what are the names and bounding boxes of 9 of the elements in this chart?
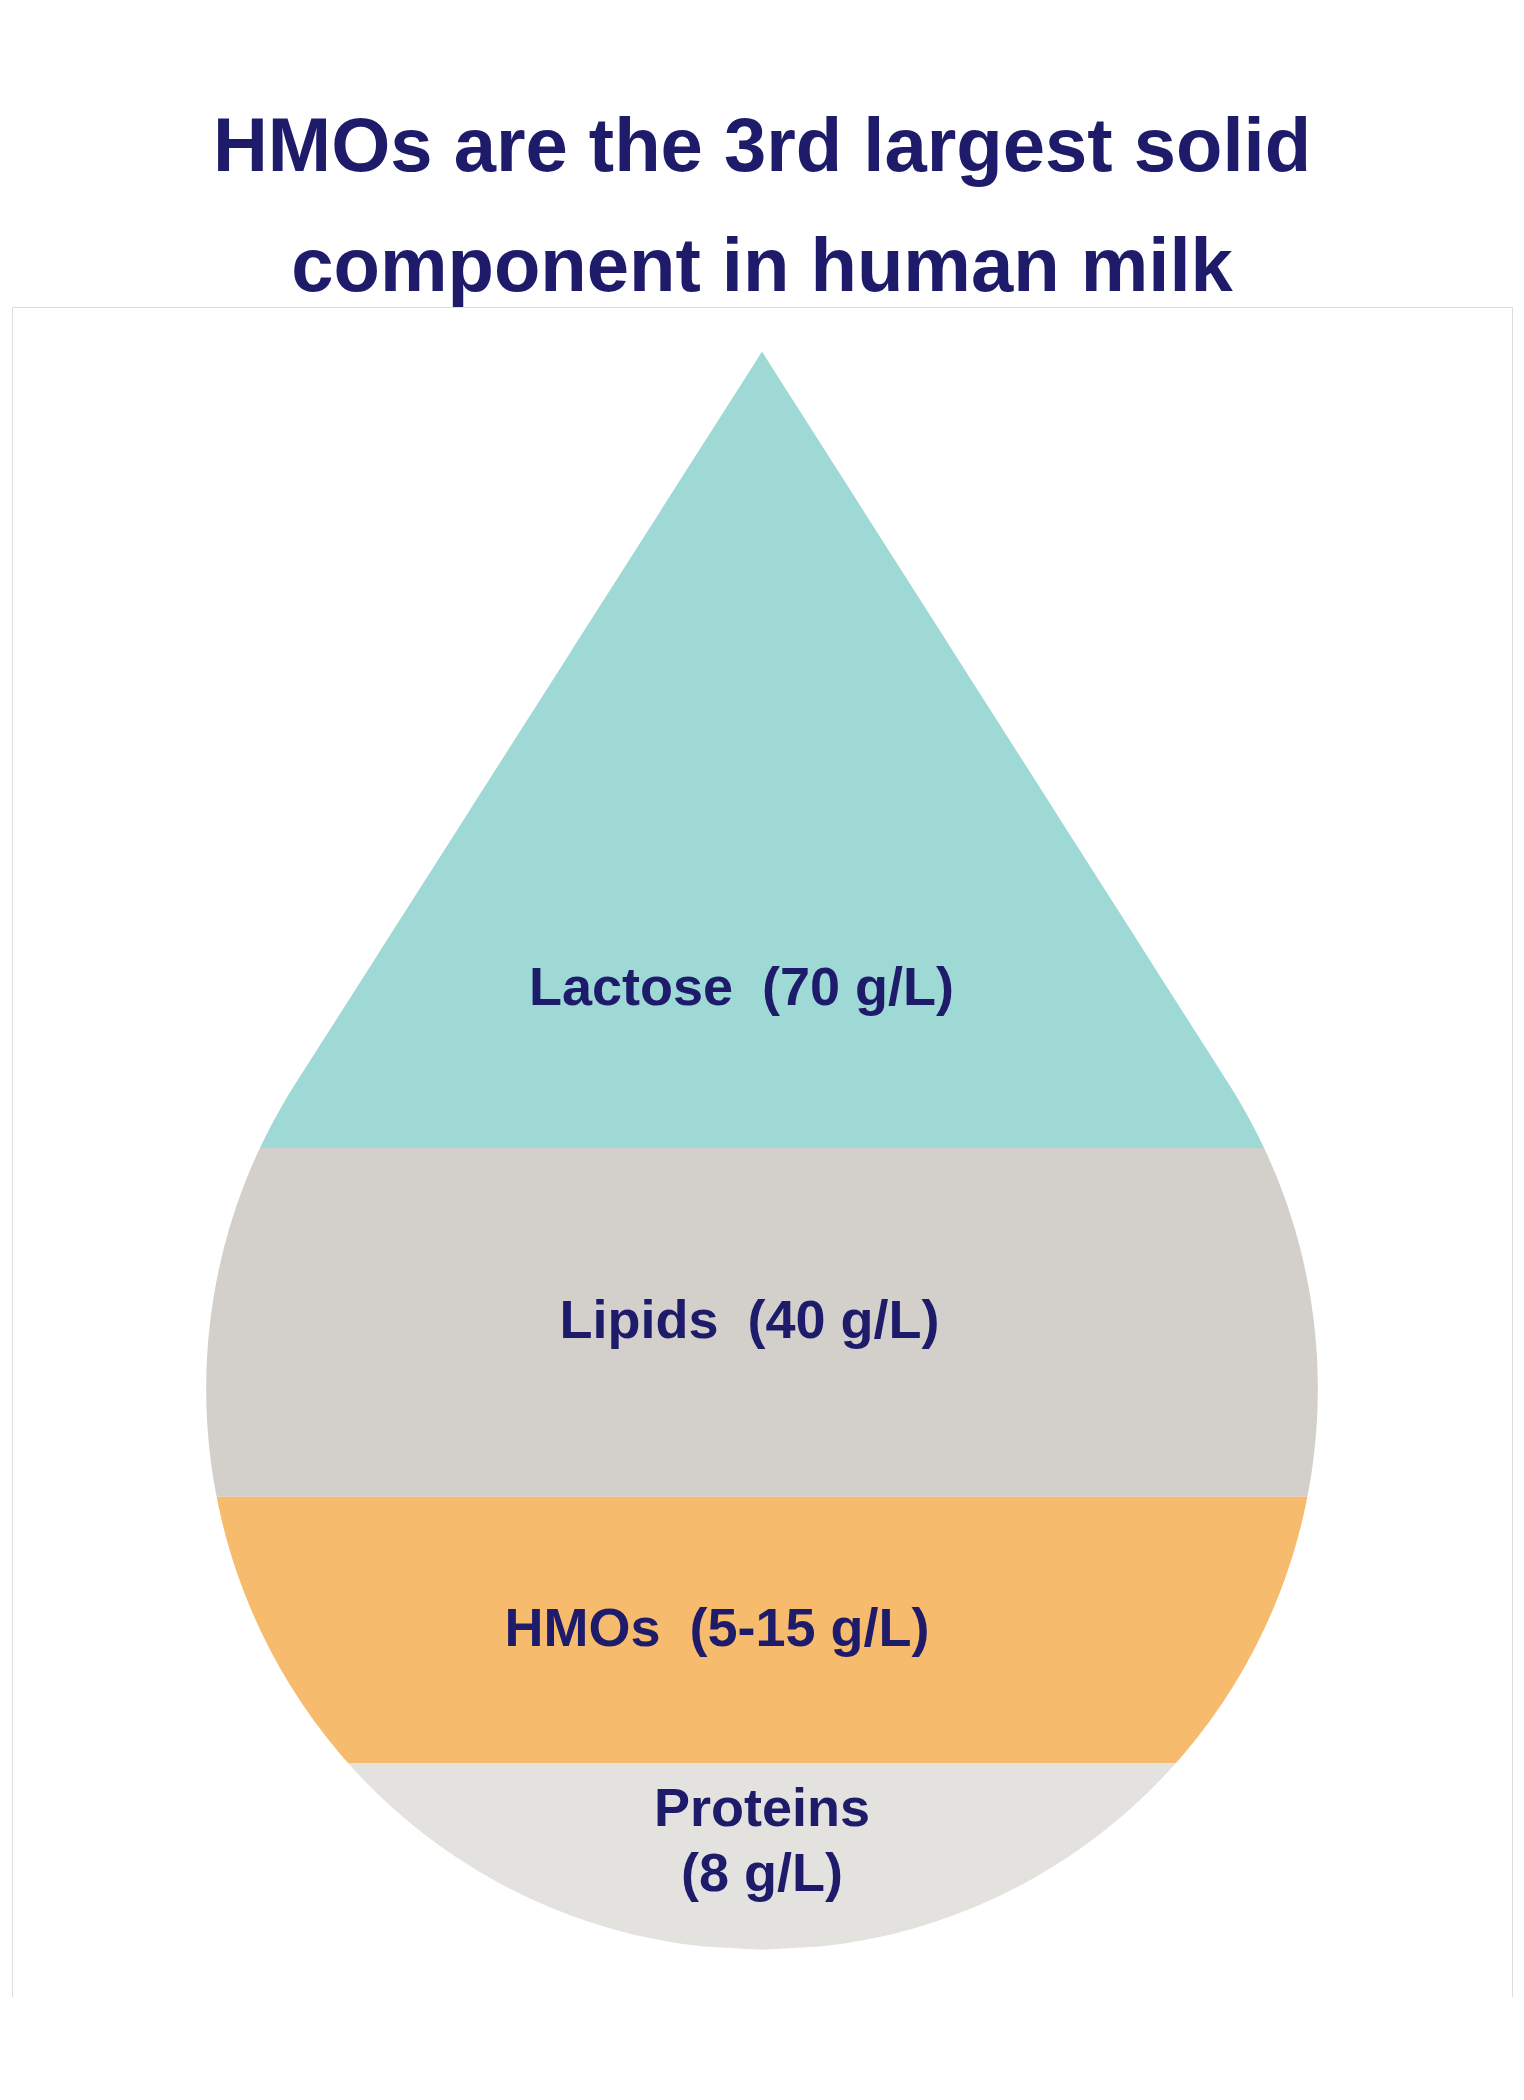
text: HMOs are the 3rd largest solid component in human milk [212,102,1312,307]
category-label: Proteins [653,1777,871,1838]
data-label: (40 g/L) [747,1289,940,1350]
data-label: (70 g/L) [762,955,955,1016]
data-label: (5-15 g/L) [689,1596,930,1657]
category-label: Lactose [528,955,733,1016]
category-label: HMOs [504,1596,661,1657]
data-label: (8 g/L) [681,1842,843,1903]
category-label: Lipids [559,1289,719,1350]
